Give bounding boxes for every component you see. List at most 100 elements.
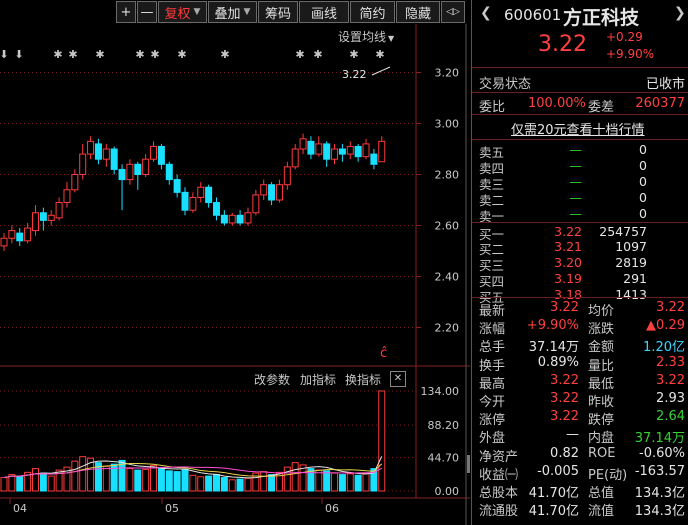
candle-body	[118, 168, 126, 181]
hide-button[interactable]: 隐藏	[396, 1, 440, 23]
level-label: 卖三	[479, 176, 505, 192]
stat-value: 134.3亿	[634, 504, 685, 520]
divider	[472, 139, 688, 140]
candle-body	[102, 148, 110, 160]
level-price: 3.19	[554, 271, 582, 287]
stat-value: 2.93	[656, 391, 685, 406]
stats-row: 总手 37.14万 金额 1.20亿	[472, 336, 688, 356]
stats-row: 流通股 41.70亿 流值 134.3亿	[472, 500, 688, 520]
event-marker-icon: ⬇	[0, 48, 9, 61]
level-volume: 0	[639, 173, 647, 189]
volume-bar	[79, 456, 87, 492]
event-marker-icon: ✱	[135, 48, 144, 61]
last-price-label: 3.22	[342, 68, 367, 81]
stat-label: 外盘	[479, 431, 506, 447]
x-tick-label: 04	[13, 502, 27, 515]
ask-level-row[interactable]: 卖一 — 0	[472, 206, 688, 224]
simple-mode-button[interactable]: 简约	[350, 1, 395, 23]
volume-bar	[220, 477, 228, 492]
bid-level-row[interactable]: 买三 3.20 2819	[472, 255, 688, 273]
candle-body	[220, 214, 228, 224]
stat-value: 3.22	[656, 300, 685, 315]
level-volume: 0	[639, 142, 647, 157]
volume-bar	[173, 471, 181, 492]
ma-settings-button[interactable]: 设置均线 ▼	[338, 28, 394, 45]
chips-label: 筹码	[264, 6, 291, 22]
volume-bar	[8, 474, 16, 492]
bid-level-row[interactable]: 买一 3.22 254757	[472, 224, 688, 242]
volume-bar	[157, 467, 165, 492]
stat-value: 2.33	[656, 354, 685, 370]
trade-status-value: 已收市	[645, 77, 685, 92]
volume-bar	[142, 468, 150, 492]
switch-indicator-button[interactable]: 换指标	[345, 373, 382, 387]
kline-chart[interactable]: 3.20 3.00 2.80 2.60 2.40 2.20 134.00 88.20 44.70…	[0, 0, 470, 525]
ask-level-row[interactable]: 卖三 — 0	[472, 173, 688, 192]
change-params-button[interactable]: 改参数	[254, 373, 291, 387]
event-marker-icon: ✱	[349, 48, 358, 61]
volume-bar	[362, 472, 370, 492]
level-price: —	[569, 189, 583, 205]
kline-chart-panel[interactable]: 3.20 3.00 2.80 2.60 2.40 2.20 134.00 88.20 44.70…	[0, 0, 470, 525]
candle-body	[181, 191, 189, 211]
bid-level-row[interactable]: 买四 3.19 291	[472, 271, 688, 289]
volume-bar	[299, 464, 307, 492]
stat-value: 37.14万	[528, 340, 579, 356]
volume-bar	[252, 472, 260, 492]
candle-body	[39, 212, 47, 221]
candle-body	[205, 186, 213, 204]
stat-value: +9.90%	[526, 318, 579, 334]
collapse-icon: ◁▷	[446, 7, 460, 17]
volume-tick-label: 88.20	[428, 419, 460, 432]
order-ratio-value: 100.00%	[528, 96, 586, 111]
candle-body	[63, 189, 71, 204]
prev-stock-icon[interactable]: ❮	[480, 5, 492, 21]
stat-label: 金额	[588, 340, 615, 356]
add-indicator-button[interactable]: 加指标	[300, 373, 337, 387]
price-tick-label: 3.00	[435, 118, 460, 131]
bid-level-row[interactable]: 买五 3.18 1413	[472, 287, 688, 305]
stat-label: 跌停	[588, 413, 615, 429]
volume-bar	[354, 474, 362, 492]
chips-button[interactable]: 筹码	[258, 1, 298, 23]
bid-level-row[interactable]: 买二 3.21 1097	[472, 239, 688, 257]
level-volume: 2819	[615, 255, 647, 271]
stats-row: 收益㈠ -0.005 PE(动) -163.57	[472, 464, 688, 483]
candle-body	[244, 212, 252, 224]
overlay-label: 叠加	[214, 6, 241, 22]
draw-line-button[interactable]: 画线	[299, 1, 349, 23]
zoom-in-button[interactable]: +	[116, 1, 136, 23]
hide-label: 隐藏	[404, 6, 431, 22]
ask-level-row[interactable]: 卖二 — 0	[472, 189, 688, 208]
close-indicator-button[interactable]: ✕	[390, 371, 406, 387]
next-stock-icon[interactable]: ❯	[674, 5, 686, 21]
stat-label: 净资产	[479, 449, 519, 465]
event-marker-icon: ✱	[220, 48, 229, 61]
collapse-panel-button[interactable]: ◁▷	[441, 1, 465, 23]
volume-bar	[55, 469, 63, 492]
level2-promo-link[interactable]: 仅需20元查看十档行情	[511, 123, 645, 138]
stat-value: —	[566, 427, 579, 443]
price-tick-label: 2.40	[435, 271, 460, 284]
stats-row: 总股本 41.70亿 总值 134.3亿	[472, 482, 688, 501]
candle-body	[16, 232, 24, 242]
candle-body	[283, 166, 291, 186]
adjust-rights-dropdown[interactable]: 复权 ▼	[158, 1, 207, 23]
stat-label: 总股本	[479, 486, 519, 501]
event-marker-icon: ✱	[53, 48, 62, 61]
stat-label: ROE	[588, 445, 616, 461]
divider	[472, 92, 688, 93]
overlay-dropdown[interactable]: 叠加 ▼	[208, 1, 257, 23]
stat-value: 1.20亿	[643, 340, 685, 356]
close-icon: ✕	[393, 373, 403, 384]
volume-bar	[244, 477, 252, 492]
candle-body	[126, 163, 134, 181]
zoom-out-button[interactable]: —	[137, 1, 157, 23]
volume-bar	[71, 460, 79, 492]
price-tick-label: 2.80	[435, 169, 460, 182]
stat-value: 134.3亿	[634, 486, 685, 501]
stats-row: 最高 3.22 最低 3.22	[472, 373, 688, 392]
volume-bar	[236, 478, 244, 492]
ask-level-row[interactable]: 卖四 — 0	[472, 158, 688, 176]
ask-level-row[interactable]: 卖五 — 0	[472, 142, 688, 160]
